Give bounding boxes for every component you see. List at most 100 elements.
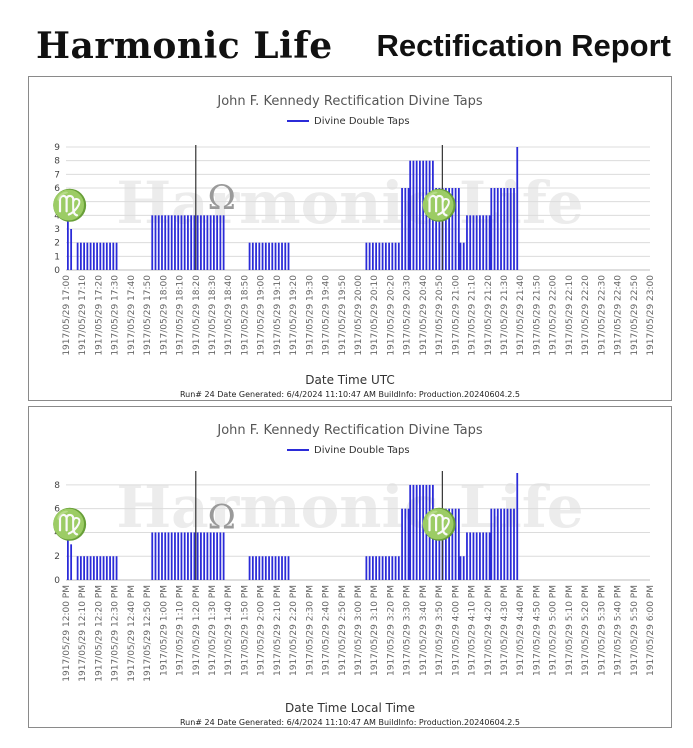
x-tick-label: 1917/05/29 1:10 PM	[176, 585, 186, 676]
bar	[397, 242, 400, 270]
bar	[394, 242, 397, 270]
build-info-footer: Run# 24 Date Generated: 6/4/2024 11:10:4…	[180, 390, 520, 399]
x-tick-label: 1917/05/29 20:10	[370, 275, 380, 356]
bar	[180, 532, 183, 580]
bar	[170, 215, 173, 270]
bar	[161, 532, 163, 580]
bar	[401, 188, 403, 270]
bar	[378, 556, 381, 580]
bar	[444, 188, 447, 270]
bar	[151, 215, 154, 270]
bar	[409, 484, 412, 580]
bar	[203, 215, 206, 270]
bar	[444, 508, 447, 580]
x-tick-label: 1917/05/29 20:00	[354, 275, 364, 356]
bar	[281, 556, 283, 580]
bar	[206, 532, 209, 580]
x-tick-label: 1917/05/29 5:20 PM	[581, 585, 591, 676]
x-tick-label: 1917/05/29 12:30 PM	[111, 585, 121, 682]
bar	[67, 201, 69, 270]
x-tick-label: 1917/05/29 2:40 PM	[322, 585, 332, 676]
x-axis-title: Date Time UTC	[305, 373, 394, 387]
bar	[216, 215, 219, 270]
bar	[248, 556, 251, 580]
bar	[174, 215, 176, 270]
x-tick-label: 1917/05/29 20:30	[403, 275, 413, 356]
bar	[407, 508, 410, 580]
bar	[67, 520, 69, 580]
bar	[287, 556, 290, 580]
y-tick-label: 2	[54, 239, 60, 249]
bar	[190, 532, 193, 580]
x-tick-label: 1917/05/29 23:00	[646, 275, 656, 356]
bar	[157, 532, 160, 580]
bar	[261, 242, 264, 270]
bar	[255, 556, 257, 580]
x-tick-label: 1917/05/29 21:50	[532, 275, 542, 356]
x-tick-label: 1917/05/29 3:30 PM	[403, 585, 413, 676]
bar	[251, 556, 254, 580]
bar	[394, 556, 397, 580]
bar	[503, 188, 506, 270]
bar	[506, 508, 509, 580]
x-tick-label: 1917/05/29 17:40	[127, 275, 137, 356]
bar	[404, 188, 407, 270]
bar	[509, 188, 512, 270]
bar	[200, 215, 202, 270]
bar	[151, 532, 154, 580]
bar	[213, 532, 215, 580]
bar	[193, 532, 196, 580]
bar	[422, 160, 425, 270]
bar	[425, 484, 428, 580]
x-tick-label: 1917/05/29 17:20	[94, 275, 104, 356]
bar	[183, 532, 186, 580]
x-tick-label: 1917/05/29 18:50	[240, 275, 250, 356]
bar	[264, 556, 267, 580]
x-tick-label: 1917/05/29 18:10	[176, 275, 186, 356]
bar	[70, 544, 73, 580]
y-tick-label: 7	[54, 170, 60, 180]
bar	[459, 242, 462, 270]
x-tick-label: 1917/05/29 21:20	[484, 275, 494, 356]
bar	[86, 242, 89, 270]
bar	[388, 556, 390, 580]
bar	[89, 556, 92, 580]
bar	[79, 556, 82, 580]
bar	[271, 242, 274, 270]
bar	[268, 242, 270, 270]
x-tick-label: 1917/05/29 22:00	[549, 275, 559, 356]
bar	[457, 188, 460, 270]
x-tick-label: 1917/05/29 19:50	[338, 275, 348, 356]
bar	[99, 556, 102, 580]
x-tick-label: 1917/05/29 4:40 PM	[516, 585, 526, 676]
bar	[187, 532, 189, 580]
x-tick-label: 1917/05/29 1:00 PM	[159, 585, 169, 676]
bar	[177, 215, 180, 270]
bar	[281, 242, 283, 270]
x-tick-label: 1917/05/29 1:30 PM	[208, 585, 218, 676]
x-tick-label: 1917/05/29 18:20	[192, 275, 202, 356]
bar	[112, 242, 115, 270]
bar	[180, 215, 183, 270]
x-tick-label: 1917/05/29 20:50	[435, 275, 445, 356]
bar	[164, 532, 167, 580]
x-tick-label: 1917/05/29 5:10 PM	[565, 585, 575, 676]
x-tick-label: 1917/05/29 18:00	[159, 275, 169, 356]
bar	[258, 556, 261, 580]
bar	[435, 508, 438, 580]
bar	[448, 188, 450, 270]
bar	[271, 556, 274, 580]
bar	[503, 508, 506, 580]
bar	[422, 484, 425, 580]
x-tick-label: 1917/05/29 22:10	[565, 275, 575, 356]
bar	[284, 242, 287, 270]
bar	[432, 484, 434, 580]
bar	[401, 508, 403, 580]
y-tick-label: 6	[54, 184, 60, 194]
x-tick-label: 1917/05/29 21:00	[451, 275, 461, 356]
bar	[466, 215, 468, 270]
x-tick-label: 1917/05/29 21:30	[500, 275, 510, 356]
bar	[513, 188, 515, 270]
build-info-footer: Run# 24 Date Generated: 6/4/2024 11:10:4…	[180, 718, 520, 727]
bar	[482, 215, 485, 270]
